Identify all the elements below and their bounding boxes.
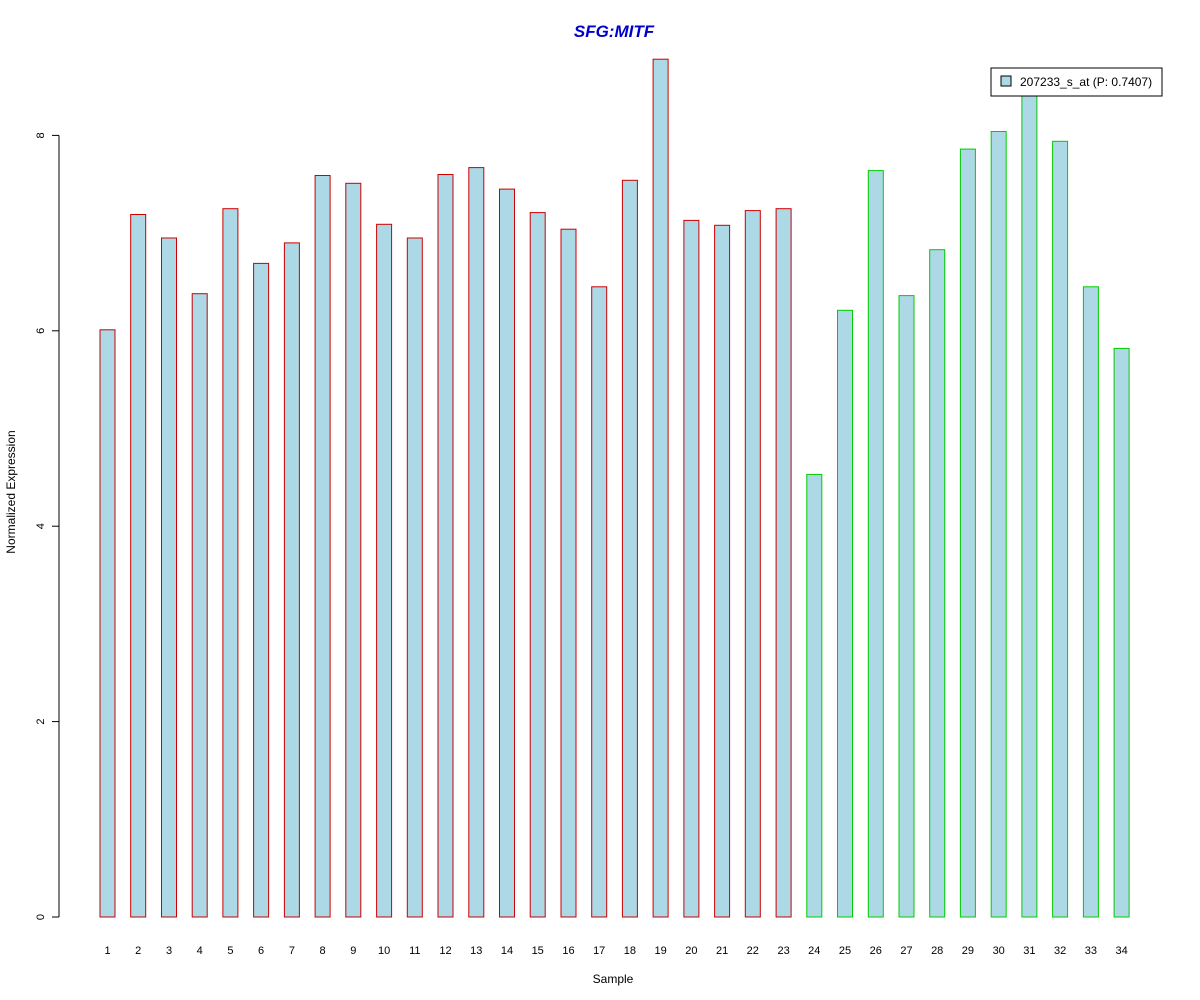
x-tick-label: 8 xyxy=(320,945,326,957)
bar-sample-31 xyxy=(1021,94,1038,918)
bar-sample-5 xyxy=(222,208,239,918)
x-tick-label: 28 xyxy=(931,945,943,957)
x-tick-label: 14 xyxy=(501,945,513,957)
bar-sample-34 xyxy=(1113,347,1130,918)
x-tick-label: 4 xyxy=(197,945,203,957)
x-tick-label: 25 xyxy=(839,945,851,957)
x-tick-label: 26 xyxy=(870,945,882,957)
bar-sample-15 xyxy=(529,212,546,918)
bar-sample-10 xyxy=(376,223,393,918)
bar-sample-13 xyxy=(468,167,485,918)
bar-sample-19 xyxy=(652,58,669,918)
y-axis-label: Normalized Expression xyxy=(4,430,18,553)
bar-sample-2 xyxy=(130,214,147,918)
legend-box xyxy=(990,67,1163,97)
x-tick-label: 15 xyxy=(532,945,544,957)
x-tick-label: 30 xyxy=(993,945,1005,957)
y-tick-label: 0 xyxy=(35,914,47,920)
x-tick-label: 31 xyxy=(1023,945,1035,957)
x-tick-label: 22 xyxy=(747,945,759,957)
bar-sample-9 xyxy=(345,182,362,918)
y-tick-label: 6 xyxy=(35,328,47,334)
bar-sample-6 xyxy=(253,262,270,918)
bar-sample-1 xyxy=(99,329,116,918)
x-tick-label: 16 xyxy=(562,945,574,957)
bar-sample-3 xyxy=(161,237,177,918)
x-tick-label: 27 xyxy=(900,945,912,957)
legend-swatch xyxy=(1000,75,1012,87)
x-tick-label: 7 xyxy=(289,945,295,957)
x-tick-label: 5 xyxy=(227,945,233,957)
x-tick-label: 29 xyxy=(962,945,974,957)
x-tick-label: 6 xyxy=(258,945,264,957)
legend: 207233_s_at (P: 0.7407) xyxy=(990,67,1163,97)
y-tick-label: 8 xyxy=(35,132,47,138)
bar-sample-26 xyxy=(867,170,884,918)
x-tick-label: 10 xyxy=(378,945,390,957)
bar-sample-32 xyxy=(1052,140,1069,918)
bar-sample-27 xyxy=(898,295,915,918)
chart-title: SFG:MITF xyxy=(574,22,655,41)
x-tick-label: 24 xyxy=(808,945,820,957)
y-tick-label: 4 xyxy=(35,523,47,529)
bar-sample-16 xyxy=(560,228,577,918)
x-tick-label: 17 xyxy=(593,945,605,957)
bar-sample-11 xyxy=(406,237,423,918)
bar-sample-7 xyxy=(283,242,300,918)
bar-sample-12 xyxy=(437,174,454,918)
bar-sample-20 xyxy=(683,219,700,918)
x-tick-label: 23 xyxy=(777,945,789,957)
x-tick-label: 21 xyxy=(716,945,728,957)
bar-sample-4 xyxy=(191,293,208,918)
bar-sample-22 xyxy=(744,210,761,918)
bar-sample-17 xyxy=(591,286,608,918)
bar-sample-25 xyxy=(837,309,853,918)
x-tick-label: 2 xyxy=(135,945,141,957)
bar-sample-33 xyxy=(1082,286,1099,918)
y-tick-label: 2 xyxy=(35,719,47,725)
x-tick-label: 18 xyxy=(624,945,636,957)
bar-sample-29 xyxy=(959,148,976,918)
x-axis-label: Sample xyxy=(593,972,634,986)
legend-label: 207233_s_at (P: 0.7407) xyxy=(1020,75,1152,89)
bar-sample-24 xyxy=(806,473,823,918)
bar-sample-30 xyxy=(990,131,1007,918)
x-tick-label: 13 xyxy=(470,945,482,957)
bar-sample-14 xyxy=(499,188,515,918)
x-tick-label: 12 xyxy=(439,945,451,957)
bar-sample-21 xyxy=(714,224,731,918)
x-tick-label: 3 xyxy=(166,945,172,957)
bar-sample-18 xyxy=(621,179,638,918)
y-ticks: 0 2 4 6 8 xyxy=(35,132,59,920)
x-tick-label: 19 xyxy=(654,945,666,957)
x-tick-label: 32 xyxy=(1054,945,1066,957)
x-tick-label: 34 xyxy=(1115,945,1127,957)
x-tick-label: 33 xyxy=(1085,945,1097,957)
bar-sample-8 xyxy=(314,175,331,918)
bar-sample-23 xyxy=(775,208,792,918)
bars xyxy=(99,58,1130,918)
x-tick-label: 1 xyxy=(104,945,110,957)
x-tick-label: 9 xyxy=(350,945,356,957)
x-tick-label: 11 xyxy=(409,945,420,957)
bar-sample-28 xyxy=(929,249,946,918)
x-tick-label: 20 xyxy=(685,945,697,957)
x-tick-labels: 1 2 3 4 5 6 7 8 9 10 11 12 13 14 15 16 17 18 19 20 21 22 23 24 2… xyxy=(104,945,1127,957)
